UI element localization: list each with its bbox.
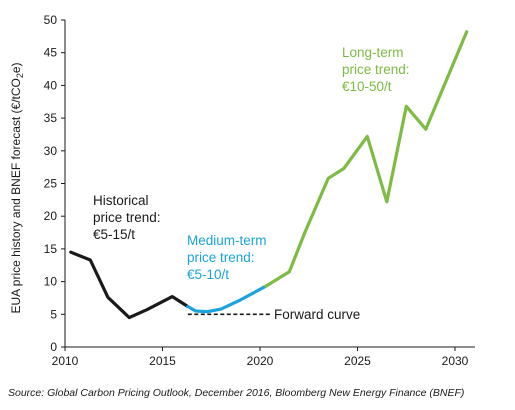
- annotation-historical-line-1: Historical: [93, 193, 149, 208]
- source-note: Source: Global Carbon Pricing Outlook, D…: [8, 387, 464, 399]
- y-axis-ticks: 0 5 10 15 20 25 30 35 40 45 50: [44, 13, 65, 354]
- annotation-long-term-line-3: €10-50/t: [342, 79, 392, 94]
- y-axis-title-main: EUA price history and BNEF forecast (€/t…: [9, 78, 23, 313]
- y-tick-label-5: 5: [50, 307, 57, 321]
- y-tick-label-20: 20: [44, 209, 58, 223]
- annotation-medium-term-line-1: Medium-term: [187, 233, 267, 248]
- y-axis-title-subscript: 2: [15, 73, 25, 78]
- series-lines: [69, 30, 469, 320]
- annotation-historical-line-2: price trend:: [93, 210, 161, 225]
- y-tick-label-40: 40: [44, 78, 58, 92]
- annotation-medium-term: Medium-term price trend: €5-10/t: [187, 233, 270, 282]
- y-axis-title-end: e): [9, 62, 23, 73]
- annotation-long-term-line-2: price trend:: [342, 62, 410, 77]
- y-tick-label-25: 25: [44, 177, 58, 191]
- y-tick-label-10: 10: [44, 275, 58, 289]
- y-tick-label-15: 15: [44, 242, 58, 256]
- y-tick-label-45: 45: [44, 46, 58, 60]
- y-axis-title: EUA price history and BNEF forecast (€/t…: [9, 62, 25, 313]
- x-tick-label-2030: 2030: [442, 354, 469, 368]
- x-tick-label-2025: 2025: [344, 354, 371, 368]
- series-line-historical: [69, 250, 190, 320]
- annotation-historical-line-3: €5-15/t: [93, 227, 135, 242]
- x-tick-label-2020: 2020: [247, 354, 274, 368]
- annotation-forward-curve: Forward curve: [274, 307, 360, 322]
- annotation-long-term-line-1: Long-term: [342, 45, 404, 60]
- series-line-long-term: [264, 30, 469, 288]
- annotation-medium-term-line-3: €5-10/t: [187, 267, 229, 282]
- series-line-medium-term: [186, 284, 268, 314]
- x-axis-ticks: 2010 2015 2020 2025 2030: [52, 347, 469, 368]
- annotation-historical: Historical price trend: €5-15/t: [93, 193, 164, 242]
- y-tick-label-35: 35: [44, 111, 58, 125]
- annotation-long-term: Long-term price trend: €10-50/t: [342, 45, 413, 94]
- annotation-medium-term-line-2: price trend:: [187, 250, 255, 265]
- x-tick-label-2010: 2010: [52, 354, 79, 368]
- y-tick-label-30: 30: [44, 144, 58, 158]
- y-tick-label-0: 0: [50, 340, 57, 354]
- x-tick-label-2015: 2015: [149, 354, 176, 368]
- y-tick-label-50: 50: [44, 13, 58, 27]
